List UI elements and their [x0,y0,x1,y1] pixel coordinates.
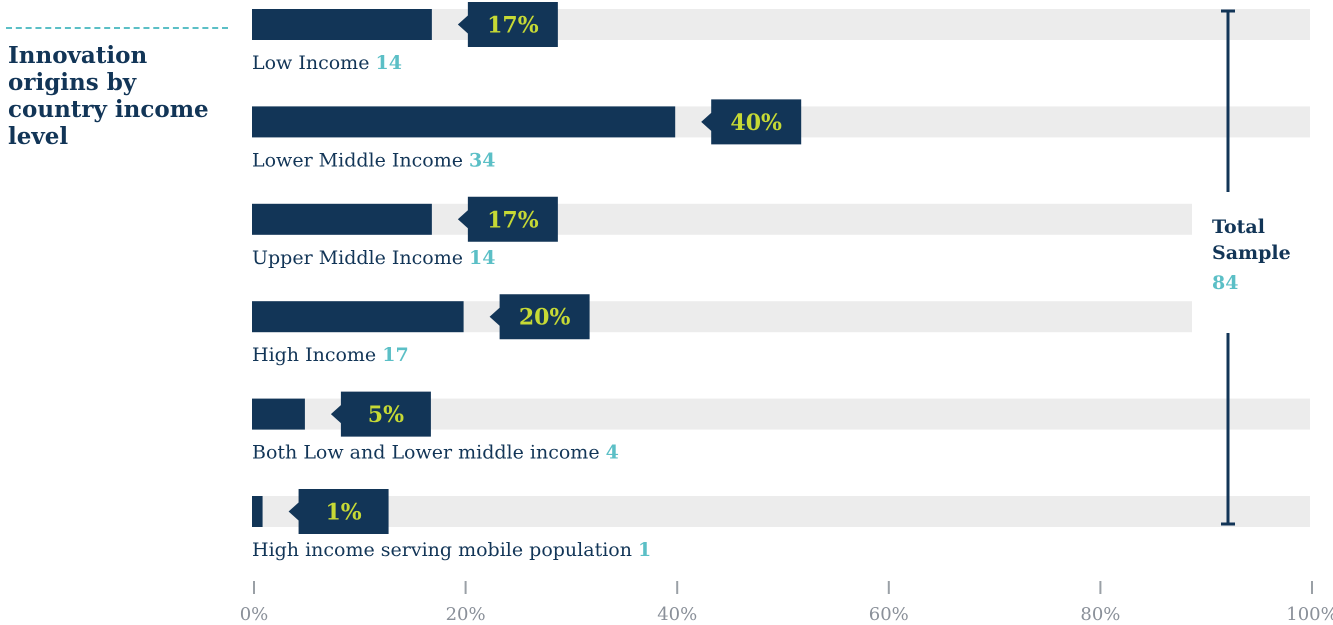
total-sample-label: Total Sample [1212,216,1291,264]
bar [252,106,676,138]
value-callout [330,391,431,437]
category-label: Lower Middle Income 34 [252,149,495,171]
value-label: 1% [325,500,361,526]
category-count: 1 [638,539,651,561]
bar-track [252,496,1310,527]
category-label: Upper Middle Income 14 [252,247,496,269]
value-label: 5% [368,402,404,428]
value-label: 40% [730,110,782,136]
category-count: 17 [382,344,408,366]
value-label: 17% [487,13,539,39]
category-count: 14 [375,52,401,74]
x-tick-label: 60% [869,604,909,625]
total-sample-value: 84 [1212,272,1239,294]
value-callout [457,2,558,47]
chart-title: Innovation origins by country income lev… [8,42,209,150]
x-tick-label: 40% [657,604,697,625]
x-tick-label: 0% [240,604,269,625]
x-tick-label: 100% [1286,604,1333,625]
value-label: 20% [519,305,571,331]
bar [252,398,305,430]
x-tick-label: 80% [1080,604,1120,625]
bar [252,301,464,333]
bar [252,203,432,235]
title-divider [6,27,228,29]
category-label: High income serving mobile population 1 [252,539,651,561]
category-label: High Income 17 [252,344,409,366]
bar [252,496,263,527]
value-callout [288,489,389,534]
category-count: 4 [606,442,619,464]
value-label: 17% [487,207,539,233]
value-callout [457,196,558,242]
x-tick-label: 20% [446,604,486,625]
bar [252,9,432,40]
category-label: Low Income 14 [252,52,402,74]
category-label: Both Low and Lower middle income 4 [252,442,619,464]
value-callout [701,99,802,145]
total-sample: Total Sample 84 [1212,214,1332,296]
category-count: 14 [469,247,495,269]
value-callout [489,294,590,340]
category-count: 34 [469,149,495,171]
